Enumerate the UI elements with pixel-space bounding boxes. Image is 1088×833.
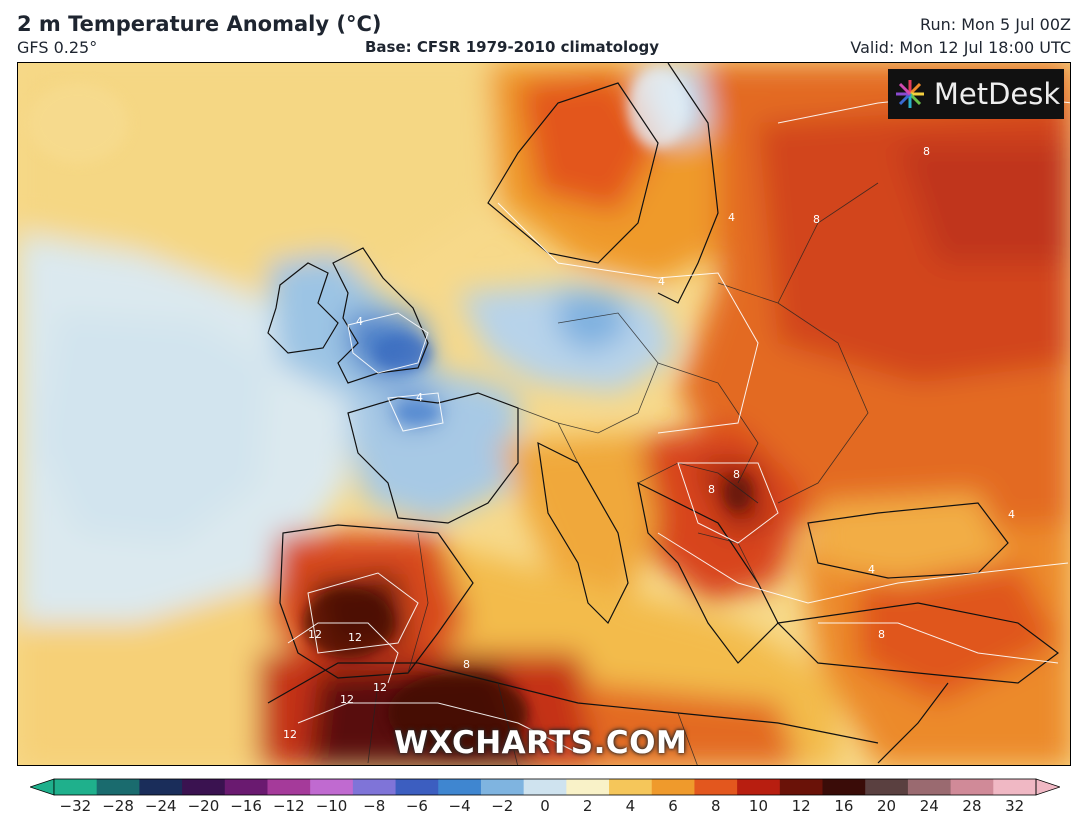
contour-label: 4 — [728, 211, 735, 224]
model-label: GFS 0.25° — [17, 38, 98, 57]
colorbar-tick-label: 28 — [962, 797, 982, 815]
colorbar-frame — [53, 778, 1037, 796]
contour-label: 8 — [708, 483, 715, 496]
colorbar-segment — [950, 779, 994, 795]
metdesk-logo: MetDesk — [888, 69, 1064, 119]
colorbar-tick-label: −8 — [363, 797, 386, 815]
anomaly-map: 4 4 4 4 4 4 8 8 8 8 8 8 12 12 12 12 12 — [17, 62, 1071, 766]
colorbar-segment — [224, 779, 268, 795]
colorbar-right-arrow — [1035, 778, 1060, 796]
contour-label-group: 4 4 4 4 4 4 8 8 8 8 8 8 12 12 12 12 12 — [283, 145, 1015, 741]
wxcharts-watermark: WXCHARTS.COM — [394, 725, 688, 761]
contour-lines — [287, 92, 1070, 754]
colorbar-segment — [54, 779, 98, 795]
colorbar-tick-label: −24 — [144, 797, 177, 815]
colorbar-segment — [182, 779, 226, 795]
colorbar-tick-label: 0 — [540, 797, 550, 815]
colorbar-tick-label: −10 — [315, 797, 348, 815]
colorbar-segment — [480, 779, 525, 795]
colorbar-tick-label: 16 — [834, 797, 854, 815]
colorbar-tick-label: −12 — [272, 797, 305, 815]
valid-time-label: Valid: Mon 12 Jul 18:00 UTC — [850, 38, 1071, 57]
anomaly-detail — [28, 68, 752, 753]
colorbar-segment — [907, 779, 952, 795]
colorbar-segment — [822, 779, 866, 795]
colorbar-segment — [865, 779, 909, 795]
metdesk-logo-text: MetDesk — [933, 77, 1061, 111]
contour-label: 4 — [868, 563, 875, 576]
contour-label: 12 — [340, 693, 354, 706]
contour-label: 4 — [356, 315, 363, 328]
colorbar-segment — [438, 779, 482, 795]
colorbar-segment — [310, 779, 354, 795]
colorbar-tick-label: 32 — [1005, 797, 1025, 815]
contour-label: 12 — [283, 728, 297, 741]
colorbar-tick-label: −32 — [59, 797, 92, 815]
metdesk-logo-icon — [895, 80, 924, 108]
run-label: Run: Mon 5 Jul 00Z — [920, 15, 1071, 34]
colorbar-segment — [523, 779, 567, 795]
colorbar-segment — [694, 779, 738, 795]
colorbar-tick-label: −2 — [491, 797, 514, 815]
colorbar-tick-label: 8 — [711, 797, 721, 815]
colorbar-segment — [651, 779, 695, 795]
contour-label: 8 — [813, 213, 820, 226]
colorbar — [30, 778, 1060, 796]
colorbar-tick-label: 10 — [748, 797, 769, 815]
colorbar-segment — [267, 779, 311, 795]
colorbar-tick-label: −4 — [448, 797, 471, 815]
colorbar-tick-label: 4 — [625, 797, 636, 815]
colorbar-tick-label: −20 — [187, 797, 220, 815]
colorbar-segment — [96, 779, 140, 795]
colorbar-tick-label: −16 — [230, 797, 262, 815]
colorbar-segment — [139, 779, 183, 795]
chart-title: 2 m Temperature Anomaly (°C) — [17, 12, 382, 36]
contour-label: 4 — [658, 275, 665, 288]
contour-label: 4 — [1008, 508, 1015, 521]
colorbar-tick-label: 2 — [582, 797, 593, 815]
contour-label: 8 — [923, 145, 930, 158]
colorbar-segment — [609, 779, 653, 795]
contour-label: 8 — [878, 628, 885, 641]
colorbar-segment — [737, 779, 781, 795]
colorbar-segment — [779, 779, 824, 795]
map-canvas: 4 4 4 4 4 4 8 8 8 8 8 8 12 12 12 12 12 — [18, 63, 1070, 765]
colorbar-tick-label: 12 — [791, 797, 811, 815]
colorbar-tick-label: 6 — [668, 797, 678, 815]
colorbar-tick-label: 20 — [877, 797, 897, 815]
colorbar-left-arrow — [30, 778, 55, 796]
colorbar-tick-label: −28 — [102, 797, 134, 815]
colorbar-segment — [395, 779, 439, 795]
contour-label: 12 — [373, 681, 387, 694]
contour-label: 4 — [416, 391, 423, 404]
base-climatology-label: Base: CFSR 1979-2010 climatology — [365, 38, 660, 56]
contour-label: 8 — [733, 468, 740, 481]
colorbar-tick-label: 24 — [919, 797, 939, 815]
colorbar-segment — [352, 779, 397, 795]
contour-label: 8 — [463, 658, 470, 671]
contour-label: 12 — [348, 631, 362, 644]
contour-label: 12 — [308, 628, 322, 641]
colorbar-segment — [993, 779, 1037, 795]
colorbar-tick-label: −6 — [405, 797, 428, 815]
colorbar-segment — [566, 779, 610, 795]
